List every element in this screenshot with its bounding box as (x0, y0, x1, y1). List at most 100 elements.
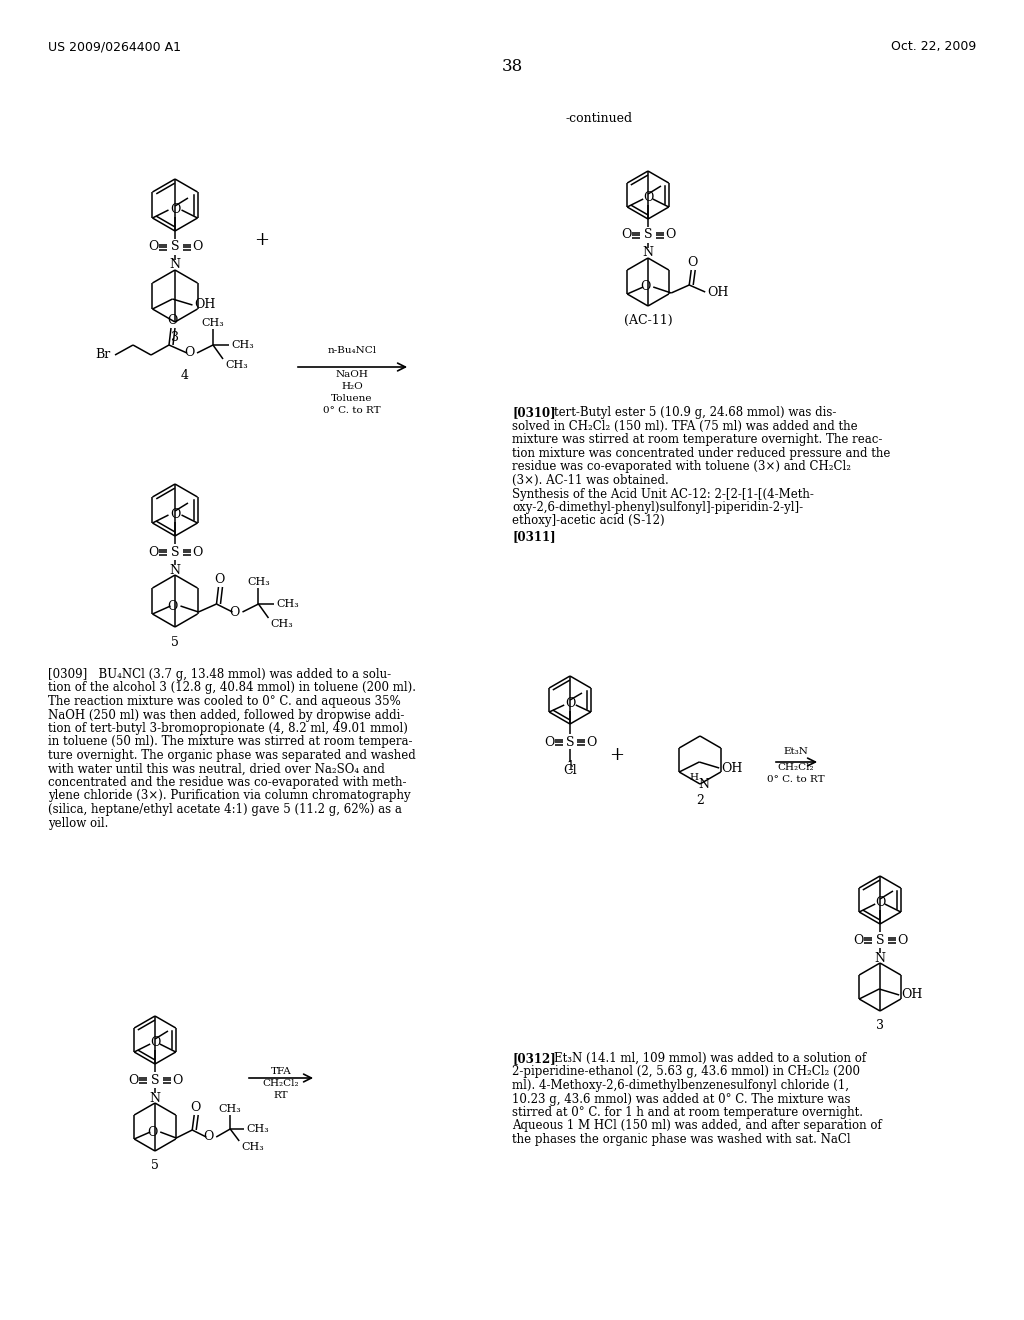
Text: The reaction mixture was cooled to 0° C. and aqueous 35%: The reaction mixture was cooled to 0° C.… (48, 696, 400, 708)
Text: OH: OH (195, 298, 216, 312)
Text: Et₃N (14.1 ml, 109 mmol) was added to a solution of: Et₃N (14.1 ml, 109 mmol) was added to a … (554, 1052, 866, 1065)
Text: tert-Butyl ester 5 (10.9 g, 24.68 mmol) was dis-: tert-Butyl ester 5 (10.9 g, 24.68 mmol) … (554, 407, 837, 418)
Text: 2-piperidine-ethanol (2, 5.63 g, 43.6 mmol) in CH₂Cl₂ (200: 2-piperidine-ethanol (2, 5.63 g, 43.6 mm… (512, 1065, 860, 1078)
Text: OH: OH (721, 762, 742, 775)
Text: CH₃: CH₃ (246, 1125, 269, 1134)
Text: OH: OH (901, 989, 923, 1002)
Text: 10.23 g, 43.6 mmol) was added at 0° C. The mixture was: 10.23 g, 43.6 mmol) was added at 0° C. T… (512, 1093, 851, 1106)
Text: N: N (170, 564, 180, 577)
Text: CH₃: CH₃ (242, 1142, 264, 1152)
Text: O: O (150, 1036, 160, 1049)
Text: 5: 5 (171, 636, 179, 649)
Text: (silica, heptane/ethyl acetate 4:1) gave 5 (11.2 g, 62%) as a: (silica, heptane/ethyl acetate 4:1) gave… (48, 803, 401, 816)
Text: CH₃: CH₃ (276, 599, 299, 609)
Text: S: S (151, 1073, 160, 1086)
Text: O: O (147, 545, 158, 558)
Text: [0309]   BU₄NCl (3.7 g, 13.48 mmol) was added to a solu-: [0309] BU₄NCl (3.7 g, 13.48 mmol) was ad… (48, 668, 391, 681)
Text: S: S (171, 545, 179, 558)
Text: Toluene: Toluene (331, 393, 373, 403)
Text: O: O (874, 896, 885, 909)
Text: (3×). AC-11 was obtained.: (3×). AC-11 was obtained. (512, 474, 669, 487)
Text: O: O (172, 1073, 182, 1086)
Text: O: O (621, 228, 631, 242)
Text: tion of tert-butyl 3-bromopropionate (4, 8.2 ml, 49.01 mmol): tion of tert-butyl 3-bromopropionate (4,… (48, 722, 408, 735)
Text: 0° C. to RT: 0° C. to RT (324, 407, 381, 414)
Text: TFA: TFA (270, 1067, 292, 1076)
Text: O: O (586, 735, 596, 748)
Text: O: O (191, 240, 202, 253)
Text: yellow oil.: yellow oil. (48, 817, 109, 829)
Text: NaOH: NaOH (336, 370, 369, 379)
Text: N: N (150, 1092, 161, 1105)
Text: Oct. 22, 2009: Oct. 22, 2009 (891, 40, 976, 53)
Text: 3: 3 (171, 331, 179, 345)
Text: O: O (170, 508, 180, 521)
Text: Cl: Cl (563, 764, 577, 777)
Text: 0° C. to RT: 0° C. to RT (767, 775, 824, 784)
Text: OH: OH (708, 285, 729, 298)
Text: oxy-2,6-dimethyl-phenyl)sulfonyl]-piperidin-2-yl]-: oxy-2,6-dimethyl-phenyl)sulfonyl]-piperi… (512, 502, 803, 513)
Text: N: N (698, 777, 710, 791)
Text: residue was co-evaporated with toluene (3×) and CH₂Cl₂: residue was co-evaporated with toluene (… (512, 459, 851, 473)
Text: CH₃: CH₃ (231, 341, 254, 350)
Text: tion of the alcohol 3 (12.8 g, 40.84 mmol) in toluene (200 ml).: tion of the alcohol 3 (12.8 g, 40.84 mmo… (48, 681, 416, 694)
Text: 1: 1 (566, 760, 574, 774)
Text: O: O (167, 599, 178, 612)
Text: 38: 38 (502, 58, 522, 75)
Text: O: O (147, 240, 158, 253)
Text: O: O (167, 314, 177, 327)
Text: CH₃: CH₃ (219, 1104, 242, 1114)
Text: the phases the organic phase was washed with sat. NaCl: the phases the organic phase was washed … (512, 1133, 851, 1146)
Text: CH₃: CH₃ (270, 619, 293, 630)
Text: in toluene (50 ml). The mixture was stirred at room tempera-: in toluene (50 ml). The mixture was stir… (48, 735, 413, 748)
Text: with water until this was neutral, dried over Na₂SO₄ and: with water until this was neutral, dried… (48, 763, 385, 776)
Text: US 2009/0264400 A1: US 2009/0264400 A1 (48, 40, 181, 53)
Text: O: O (214, 573, 224, 586)
Text: O: O (687, 256, 697, 269)
Text: CH₂Cl₂: CH₂Cl₂ (263, 1078, 299, 1088)
Text: S: S (644, 228, 652, 242)
Text: N: N (874, 952, 886, 965)
Text: O: O (190, 1101, 201, 1114)
Text: Synthesis of the Acid Unit AC-12: 2-[2-[1-[(4-Meth-: Synthesis of the Acid Unit AC-12: 2-[2-[… (512, 488, 814, 502)
Text: solved in CH₂Cl₂ (150 ml). TFA (75 ml) was added and the: solved in CH₂Cl₂ (150 ml). TFA (75 ml) w… (512, 420, 858, 433)
Text: +: + (255, 231, 269, 249)
Text: 2: 2 (696, 795, 703, 807)
Text: +: + (609, 746, 625, 764)
Text: H₂O: H₂O (341, 381, 362, 391)
Text: [0312]: [0312] (512, 1052, 556, 1065)
Text: CH₃: CH₃ (225, 360, 248, 370)
Text: ml). 4-Methoxy-2,6-dimethylbenzenesulfonyl chloride (1,: ml). 4-Methoxy-2,6-dimethylbenzenesulfon… (512, 1078, 849, 1092)
Text: n-Bu₄NCl: n-Bu₄NCl (328, 346, 377, 355)
Text: tion mixture was concentrated under reduced pressure and the: tion mixture was concentrated under redu… (512, 446, 891, 459)
Text: [0310]: [0310] (512, 407, 556, 418)
Text: O: O (191, 545, 202, 558)
Text: O: O (147, 1126, 158, 1138)
Text: O: O (665, 228, 675, 242)
Text: Et₃N: Et₃N (783, 747, 808, 756)
Text: 5: 5 (152, 1159, 159, 1172)
Text: 3: 3 (876, 1019, 884, 1032)
Text: -continued: -continued (565, 112, 632, 125)
Text: Br: Br (95, 348, 111, 362)
Text: S: S (565, 735, 574, 748)
Text: O: O (853, 933, 863, 946)
Text: O: O (229, 606, 240, 619)
Text: ylene chloride (3×). Purification via column chromatography: ylene chloride (3×). Purification via co… (48, 789, 411, 803)
Text: concentrated and the residue was co-evaporated with meth-: concentrated and the residue was co-evap… (48, 776, 407, 789)
Text: S: S (171, 240, 179, 253)
Text: O: O (643, 191, 653, 205)
Text: O: O (170, 203, 180, 216)
Text: O: O (128, 1073, 138, 1086)
Text: [0311]: [0311] (512, 531, 556, 543)
Text: stirred at 0° C. for 1 h and at room temperature overnight.: stirred at 0° C. for 1 h and at room tem… (512, 1106, 863, 1119)
Text: N: N (170, 259, 180, 272)
Text: O: O (544, 735, 554, 748)
Text: (AC-11): (AC-11) (624, 314, 673, 327)
Text: ethoxy]-acetic acid (S-12): ethoxy]-acetic acid (S-12) (512, 513, 665, 527)
Text: CH₃: CH₃ (202, 318, 224, 327)
Text: CH₃: CH₃ (247, 577, 270, 587)
Text: S: S (876, 933, 885, 946)
Text: RT: RT (273, 1092, 289, 1100)
Text: O: O (203, 1130, 213, 1143)
